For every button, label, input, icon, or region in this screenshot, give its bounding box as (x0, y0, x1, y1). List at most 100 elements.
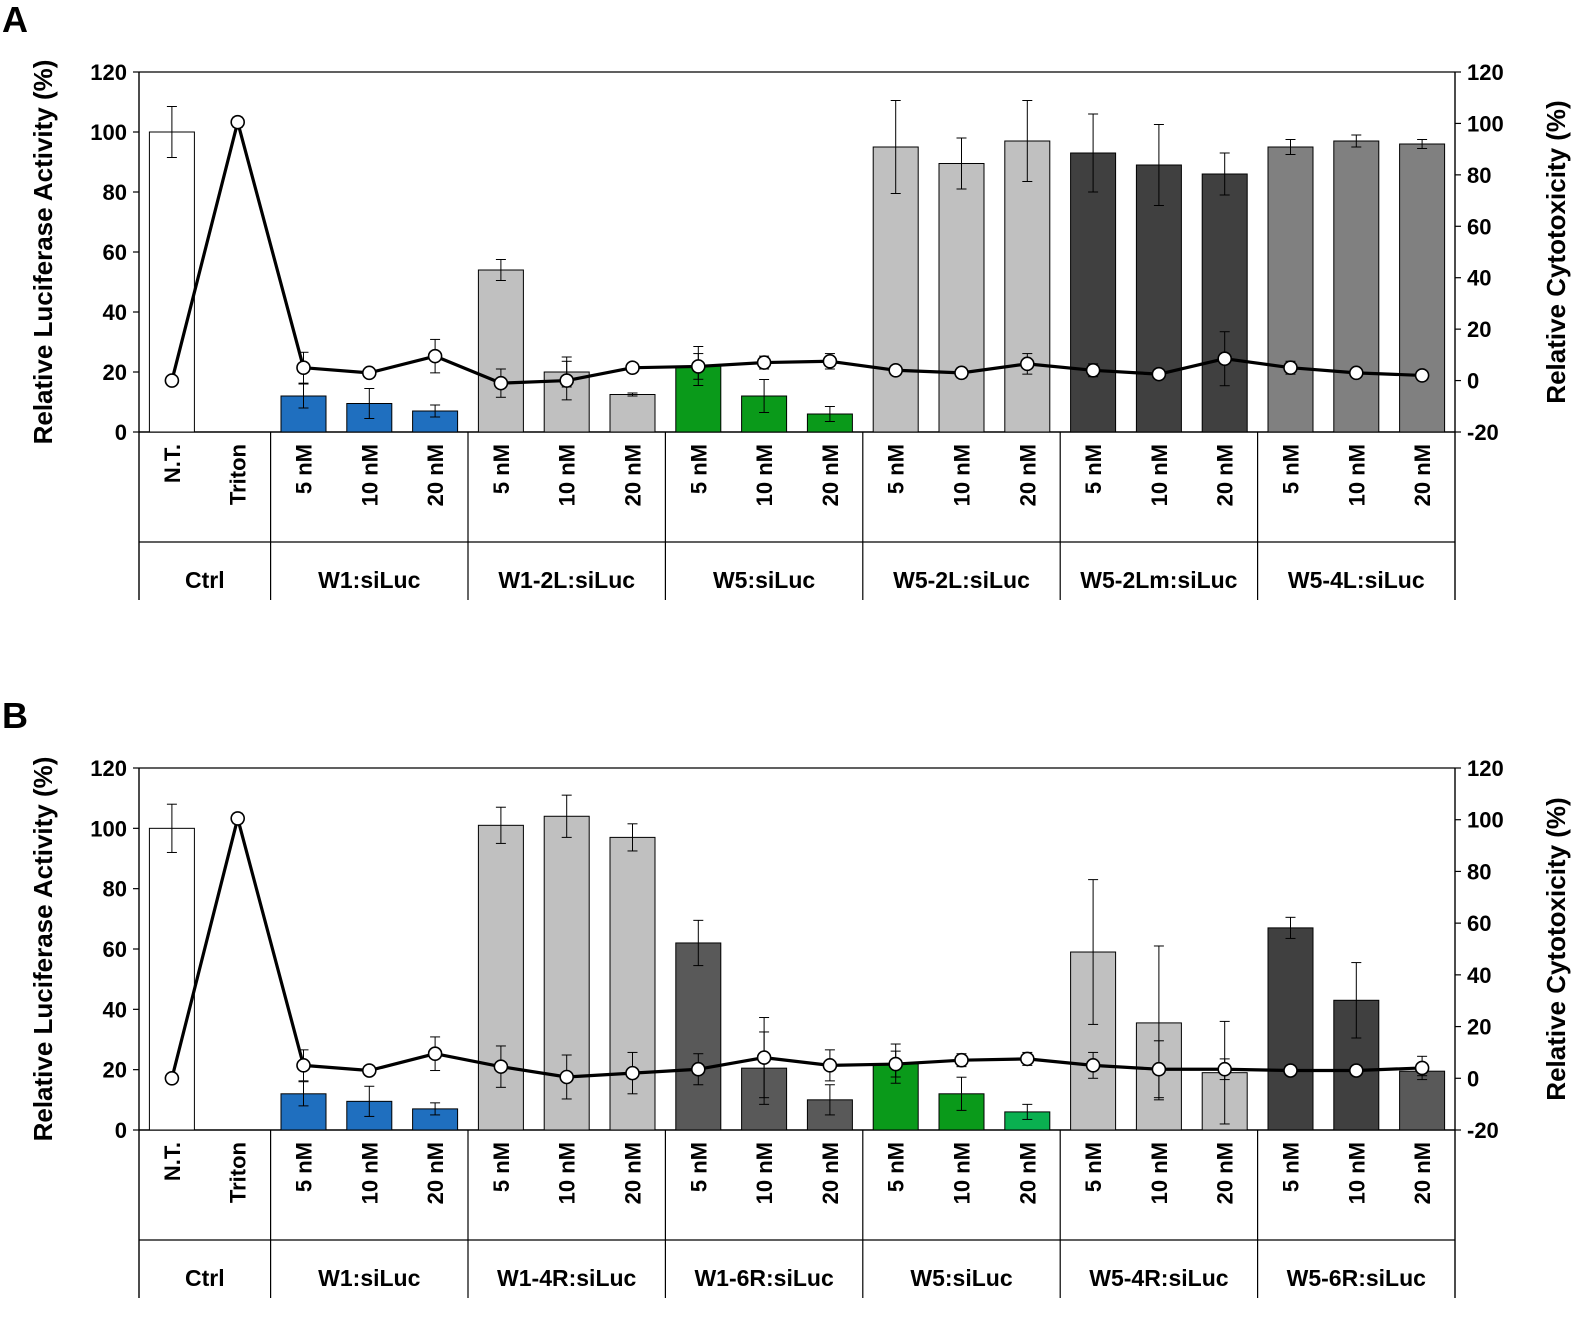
bar (1399, 143, 1446, 433)
left-tick-label: 0 (115, 1118, 127, 1143)
bar (1201, 173, 1248, 433)
cytotoxicity-point (296, 1058, 311, 1073)
category-label: 10 nM (950, 444, 975, 506)
cytotoxicity-point (164, 373, 180, 388)
cytotoxicity-point (954, 1052, 969, 1068)
left-tick-label: 120 (90, 756, 127, 781)
bar (1267, 927, 1314, 1131)
group-label: Ctrl (185, 1265, 225, 1291)
category-label: 10 nM (357, 1142, 382, 1204)
group-label: W5:siLuc (713, 567, 815, 593)
group-label: W1-6R:siLuc (694, 1265, 834, 1291)
cytotoxicity-point (1283, 1063, 1298, 1078)
group-label: W5-4L:siLuc (1288, 567, 1425, 593)
cytotoxicity-point (1414, 368, 1430, 383)
cytotoxicity-point (690, 1061, 706, 1077)
category-label: N.T. (160, 444, 185, 483)
cytotoxicity-point (625, 1065, 640, 1081)
cytotoxicity-point (625, 360, 640, 376)
cytotoxicity-line (170, 120, 1423, 385)
cytotoxicity-point (1020, 356, 1035, 372)
cytotoxicity-point (427, 348, 443, 364)
panel-b: B 0 20 40 60 80 100 120 -20 0 20 40 60 80 100 120 Relati… (2, 695, 1571, 1298)
right-tick-label: 80 (1467, 163, 1491, 188)
category-label: 10 nM (1344, 1142, 1369, 1204)
group-label: W5-2Lm:siLuc (1080, 567, 1237, 593)
left-tick-label: 80 (103, 877, 127, 902)
cytotoxicity-point (1085, 362, 1101, 378)
category-label: 20 nM (1410, 444, 1435, 506)
right-tick-label: -20 (1467, 1118, 1499, 1143)
category-label: 20 nM (621, 1142, 646, 1204)
cytotoxicity-point (1349, 1063, 1364, 1078)
panel-a: A 0 20 40 60 80 100 120 -20 0 20 40 60 80 100 120 Relati… (2, 0, 1571, 600)
group-label: W1:siLuc (318, 567, 420, 593)
right-tick-label: 40 (1467, 963, 1491, 988)
cytotoxicity-point (1085, 1058, 1101, 1073)
bar (609, 394, 656, 433)
y-axis-title: Relative Luciferase Activity (%) (28, 757, 58, 1142)
category-label: 20 nM (1213, 1142, 1238, 1204)
category-label: 5 nM (686, 444, 711, 494)
category-label: 10 nM (1344, 444, 1369, 506)
left-tick-label: 20 (103, 360, 127, 385)
y2-axis-title: Relative Cytotoxicity (%) (1541, 100, 1571, 403)
cytotoxicity-point (427, 1046, 443, 1062)
category-label: 10 nM (1147, 444, 1172, 506)
group-label: Ctrl (185, 567, 225, 593)
cytotoxicity-point (559, 373, 575, 388)
group-label: W5:siLuc (910, 1265, 1012, 1291)
cytotoxicity-line (170, 816, 1423, 1079)
category-label: 10 nM (950, 1142, 975, 1204)
cytotoxicity-point (954, 365, 969, 381)
category-label: 20 nM (1015, 444, 1040, 506)
cytotoxicity-point (493, 375, 509, 391)
category-label: 5 nM (1279, 1142, 1304, 1192)
panel-letter: A (2, 0, 28, 40)
category-label: 5 nM (489, 1142, 514, 1192)
category-label: 5 nM (1279, 444, 1304, 494)
bar (477, 269, 524, 433)
bar (1333, 140, 1380, 433)
bar (675, 942, 722, 1131)
cytotoxicity-point (296, 360, 311, 376)
category-label: 20 nM (1015, 1142, 1040, 1204)
cytotoxicity-point (1151, 1061, 1167, 1077)
left-tick-label: 60 (103, 937, 127, 962)
category-label: 5 nM (686, 1142, 711, 1192)
cytotoxicity-point (1283, 360, 1298, 376)
right-tick-label: 60 (1467, 911, 1491, 936)
y2-axis-title: Relative Cytotoxicity (%) (1541, 797, 1571, 1100)
category-label: 5 nM (292, 1142, 317, 1192)
category-label: 5 nM (884, 1142, 909, 1192)
cytotoxicity-point (822, 353, 838, 369)
right-tick-label: 0 (1467, 369, 1479, 394)
cytotoxicity-point (361, 1063, 377, 1078)
left-tick-label: 120 (90, 60, 127, 85)
group-label: W1-2L:siLuc (498, 567, 635, 593)
category-label: 5 nM (1081, 1142, 1106, 1192)
right-tick-label: 20 (1467, 317, 1491, 342)
category-label: 10 nM (752, 1142, 777, 1204)
cytotoxicity-point (888, 362, 904, 378)
cytotoxicity-point (822, 1058, 838, 1073)
bar (1135, 164, 1182, 433)
cytotoxicity-point (756, 355, 772, 370)
cytotoxicity-point (230, 811, 245, 826)
left-tick-label: 40 (103, 300, 127, 325)
cytotoxicity-point (230, 114, 245, 130)
category-label: Triton (226, 1142, 251, 1203)
category-label: 5 nM (884, 444, 909, 494)
category-label: Triton (226, 444, 251, 505)
left-tick-label: 60 (103, 240, 127, 265)
category-label: 5 nM (292, 444, 317, 494)
panel-letter: B (2, 695, 28, 736)
cytotoxicity-point (493, 1059, 509, 1074)
category-label: 20 nM (818, 444, 843, 506)
category-label: 10 nM (555, 444, 580, 506)
y-axis-title: Relative Luciferase Activity (%) (28, 60, 58, 445)
bar (938, 163, 985, 433)
category-label: 20 nM (1213, 444, 1238, 506)
bar (1070, 152, 1117, 433)
bar (1004, 140, 1051, 433)
